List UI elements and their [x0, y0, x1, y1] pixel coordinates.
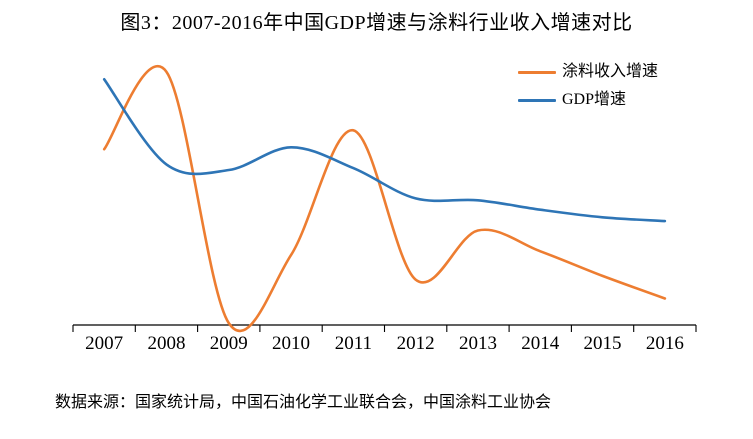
legend-label-gdp: GDP增速	[562, 91, 627, 108]
legend-item-paint-revenue: 涂料收入增速	[518, 58, 658, 86]
legend-line-swatch-paint	[518, 70, 556, 74]
x-axis-label: 2008	[147, 333, 185, 354]
x-axis-label: 2014	[521, 333, 560, 354]
x-axis-label: 2012	[397, 333, 435, 354]
chart-title: 图3：2007-2016年中国GDP增速与涂料行业收入增速对比	[120, 12, 633, 34]
gdp-line	[102, 78, 667, 223]
legend-item-gdp: GDP增速	[518, 86, 658, 114]
legend-label-paint: 涂料收入增速	[562, 63, 659, 80]
chart-legend: 涂料收入增速 GDP增速	[518, 58, 658, 114]
data-source-note: 数据来源：国家统计局，中国石油化学工业联合会，中国涂料工业协会	[55, 394, 552, 411]
paint-revenue-line	[102, 65, 667, 333]
legend-line-swatch-gdp	[518, 98, 556, 102]
x-axis-label: 2011	[335, 333, 372, 354]
x-axis-label: 2015	[584, 333, 622, 354]
x-axis-label: 2010	[272, 333, 310, 354]
x-axis-label: 2007	[85, 333, 123, 354]
x-axis-label: 2013	[459, 333, 497, 354]
x-axis-label: 2016	[646, 333, 684, 354]
x-axis-label: 2009	[210, 333, 248, 354]
